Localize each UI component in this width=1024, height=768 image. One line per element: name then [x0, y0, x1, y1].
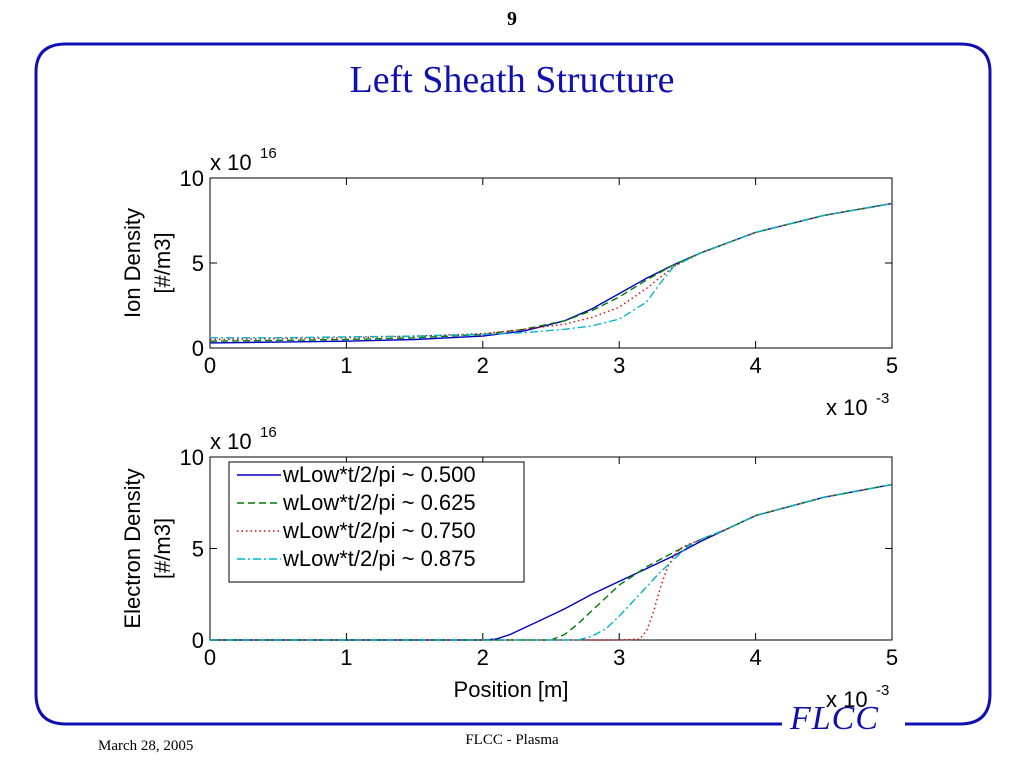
- legend: wLow*t/2/pi ~ 0.500 wLow*t/2/pi ~ 0.625 wL…: [228, 461, 525, 583]
- x-axis-label: Position [m]: [454, 677, 569, 702]
- plot-area: [209, 177, 893, 349]
- y-axis-label-line: [#/m3]: [150, 232, 175, 293]
- x-tick-label: 0: [204, 645, 216, 670]
- y-tick-label: 10: [180, 166, 204, 191]
- legend-entry: wLow*t/2/pi ~ 0.625: [282, 490, 476, 515]
- y-axis-label-line: [#/m3]: [150, 518, 175, 579]
- x-tick-label: 2: [477, 645, 489, 670]
- x-tick-label: 3: [613, 645, 625, 670]
- footer-center: FLCC - Plasma: [465, 732, 559, 748]
- x-multiplier: x 10: [826, 687, 868, 712]
- flcc-logo: FLCC: [790, 700, 880, 737]
- y-multiplier: x 10: [210, 150, 252, 175]
- x-tick-label: 3: [613, 353, 625, 378]
- frame-border: [34, 42, 992, 726]
- series-line-4: [210, 202, 893, 339]
- legend-entry: wLow*t/2/pi ~ 0.875: [282, 546, 476, 571]
- y-tick-label: 0: [192, 628, 204, 653]
- x-exponent: -3: [876, 682, 889, 699]
- x-tick-label: 1: [340, 645, 352, 670]
- y-tick-label: 10: [180, 445, 204, 470]
- y-axis-label-line: Ion Density: [120, 208, 145, 318]
- x-tick-label: 5: [886, 645, 898, 670]
- x-tick-label: 5: [886, 353, 898, 378]
- x-exponent: -3: [876, 390, 889, 407]
- y-tick-label: 0: [192, 336, 204, 361]
- slide-title: Left Sheath Structure: [349, 59, 675, 101]
- page-number: 9: [507, 8, 517, 30]
- y-exponent: 16: [260, 424, 277, 441]
- y-axis-label-line: Electron Density: [120, 468, 145, 628]
- y-tick-label: 5: [192, 251, 204, 276]
- x-tick-label: 4: [749, 645, 761, 670]
- y-multiplier: x 10: [210, 429, 252, 454]
- y-tick-label: 5: [192, 537, 204, 562]
- y-exponent: 16: [260, 145, 277, 162]
- series-line-4: [210, 483, 893, 641]
- footer-date: March 28, 2005: [98, 738, 194, 754]
- legend-entry: wLow*t/2/pi ~ 0.750: [282, 518, 476, 543]
- legend-box: [228, 461, 525, 583]
- x-tick-label: 0: [204, 353, 216, 378]
- series-line-2: [210, 483, 893, 641]
- legend-entry: wLow*t/2/pi ~ 0.500: [282, 462, 476, 487]
- x-tick-label: 2: [477, 353, 489, 378]
- x-tick-label: 1: [340, 353, 352, 378]
- x-tick-label: 4: [749, 353, 761, 378]
- x-multiplier: x 10: [826, 395, 868, 420]
